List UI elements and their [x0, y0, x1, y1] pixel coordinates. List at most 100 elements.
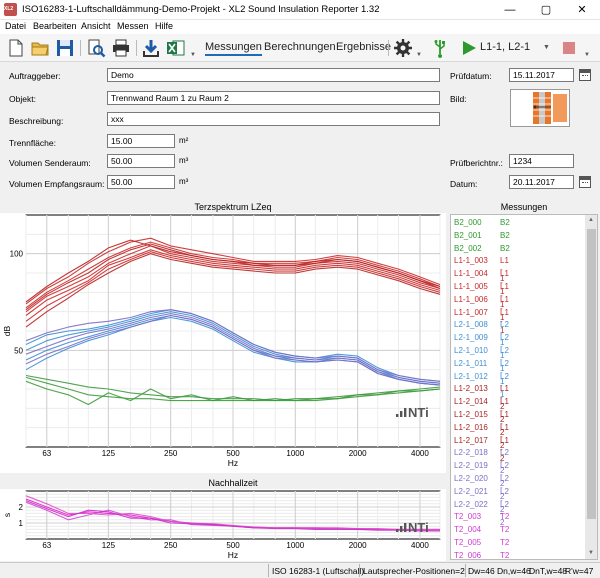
new-file-icon[interactable]	[6, 38, 26, 58]
measurement-name: T2_006	[454, 550, 482, 560]
datum-label: Datum:	[450, 179, 478, 189]
measurement-group: L2 - 1	[500, 333, 509, 361]
scroll-up-icon[interactable]: ▲	[588, 217, 594, 223]
menu-ansicht[interactable]: Ansicht	[81, 21, 111, 31]
x-axis-label: Hz	[228, 458, 238, 468]
menu-bearbeiten[interactable]: Bearbeiten	[33, 21, 77, 31]
print-preview-icon[interactable]	[86, 38, 106, 58]
bild-label: Bild:	[450, 94, 467, 104]
excel-export-icon[interactable]	[166, 38, 186, 58]
pruefdatum-input[interactable]: 15.11.2017	[509, 68, 574, 82]
volumen-senderaum-unit: m³	[179, 156, 189, 165]
tab-berechnungen[interactable]: Berechnungen	[264, 41, 336, 53]
measurement-name: B2_000	[454, 218, 482, 227]
measurement-group: L2 - 2	[500, 461, 509, 489]
y-tick-label: 50	[14, 346, 23, 355]
volumen-senderaum-input[interactable]: 50.00	[107, 154, 175, 168]
toolbar-overflow-icon[interactable]: ▼	[584, 52, 590, 58]
measurement-group: L2 - 2	[500, 474, 509, 501]
trennflaeche-label: Trennfläche:	[9, 138, 56, 148]
x-tick-label: 500	[226, 541, 240, 550]
x-tick-label: 250	[164, 449, 178, 458]
measurement-name: L1-2_017	[454, 435, 488, 445]
beschreibung-label: Beschreibung:	[9, 116, 64, 126]
open-folder-icon[interactable]	[30, 38, 50, 58]
x-axis-label: Hz	[228, 550, 238, 560]
measurement-name: L2-1_012	[454, 371, 488, 381]
y-tick-label: 2	[19, 503, 24, 512]
x-tick-label: 1000	[286, 449, 304, 458]
print-icon[interactable]	[111, 38, 131, 58]
status-dnw: Dn,w=46	[497, 566, 531, 576]
spectrum-chart: 63 125 250 500 1000 2000 4000 50 100 Hz dB NTi	[0, 213, 446, 473]
nti-watermark: NTi	[396, 520, 429, 535]
measurement-group: T2	[500, 525, 510, 535]
nti-watermark: NTi	[396, 405, 429, 420]
series-line	[25, 241, 441, 309]
settings-dropdown-icon[interactable]: ▼	[416, 52, 422, 58]
x-tick-label: 500	[226, 449, 240, 458]
datum-input[interactable]: 20.11.2017	[509, 175, 574, 189]
series-line	[25, 374, 441, 402]
tab-ergebnisse[interactable]: Ergebnisse	[336, 41, 392, 53]
import-icon[interactable]	[141, 38, 161, 58]
measurement-name: L2-1_011	[454, 358, 488, 368]
objekt-input[interactable]: Trennwand Raum 1 zu Raum 2	[107, 91, 440, 105]
menu-hilfe[interactable]: Hilfe	[155, 21, 174, 31]
datum-calendar-icon[interactable]	[579, 176, 591, 188]
toolbar: ▼ Messungen Berechnungen Ergebnisse ▼ L1…	[0, 34, 600, 62]
measurement-name: L1-1_005	[454, 282, 488, 291]
maximize-button[interactable]: ▢	[540, 4, 552, 16]
measurement-group: L1 - 1	[500, 269, 509, 297]
measurement-name: L2-2_022	[454, 499, 488, 509]
play-icon[interactable]	[459, 38, 479, 58]
auftraggeber-input[interactable]: Demo	[107, 68, 440, 82]
series-line	[25, 253, 441, 328]
chevron-down-icon[interactable]: ▼	[190, 52, 196, 58]
status-dw: Dw=46	[468, 566, 495, 576]
measurement-group: L1 - 1	[500, 256, 509, 284]
window-title: ISO16283-1-Luftschalldämmung-Demo-Projek…	[22, 4, 380, 15]
play-selection-dropdown-icon[interactable]: ▼	[543, 44, 550, 51]
reverb-chart-title: Nachhallzeit	[208, 478, 258, 488]
series-line	[25, 500, 440, 532]
volumen-senderaum-label: Volumen Senderaum:	[9, 158, 91, 168]
measurement-group: L2 - 1	[500, 371, 509, 399]
status-rw: R'w=47	[565, 566, 594, 576]
series-line	[25, 314, 441, 386]
menu-messen[interactable]: Messen	[117, 21, 149, 31]
save-icon[interactable]	[55, 38, 75, 58]
measurement-name: L2-2_020	[454, 474, 488, 483]
pruefdatum-calendar-icon[interactable]	[579, 69, 591, 81]
status-bar: ISO 16283-1 (Luftschall) Lautsprecher-Po…	[0, 562, 600, 578]
measurement-name: L1-1_006	[454, 294, 488, 304]
menu-datei[interactable]: Datei	[5, 21, 27, 31]
play-selection-label[interactable]: L1-1, L2-1	[480, 41, 531, 53]
measurement-name: L2-1_008	[454, 320, 488, 330]
measurement-group: L1 - 2	[500, 435, 509, 463]
x-tick-label: 125	[102, 449, 116, 458]
measurement-name: L1-1_007	[454, 307, 488, 317]
report-image-thumbnail[interactable]	[510, 89, 570, 127]
scroll-down-icon[interactable]: ▼	[588, 550, 594, 556]
trennflaeche-input[interactable]: 15.00	[107, 134, 175, 148]
beschreibung-input[interactable]: xxx	[107, 112, 440, 126]
measurement-name: L1-1_004	[454, 269, 488, 279]
scroll-thumb[interactable]	[587, 229, 596, 519]
stop-icon[interactable]	[559, 38, 579, 58]
y-tick-label: 100	[10, 250, 24, 259]
measurement-group: L1 - 1	[500, 307, 509, 335]
measurement-group: L2 - 2	[500, 499, 509, 527]
volumen-empfangsraum-label: Volumen Empfangsraum:	[9, 179, 105, 189]
tab-messungen[interactable]: Messungen	[205, 41, 262, 56]
volumen-empfangsraum-input[interactable]: 50.00	[107, 175, 175, 189]
gear-icon[interactable]	[393, 38, 413, 58]
measurements-list[interactable]: T2_006 T2 T2_005 T2 T2_004 T2 T2_003 T2 L2-2_022…	[450, 214, 598, 560]
measurements-scrollbar[interactable]: ▲ ▼	[585, 215, 597, 559]
measurement-group: B2	[500, 243, 510, 253]
close-button[interactable]: ✕	[577, 4, 587, 16]
minimize-button[interactable]: —	[504, 4, 516, 16]
measurement-name: T2_004	[454, 525, 482, 535]
measurement-name: L1-1_003	[454, 256, 488, 266]
pruefberichtnr-input[interactable]: 1234	[509, 154, 574, 168]
